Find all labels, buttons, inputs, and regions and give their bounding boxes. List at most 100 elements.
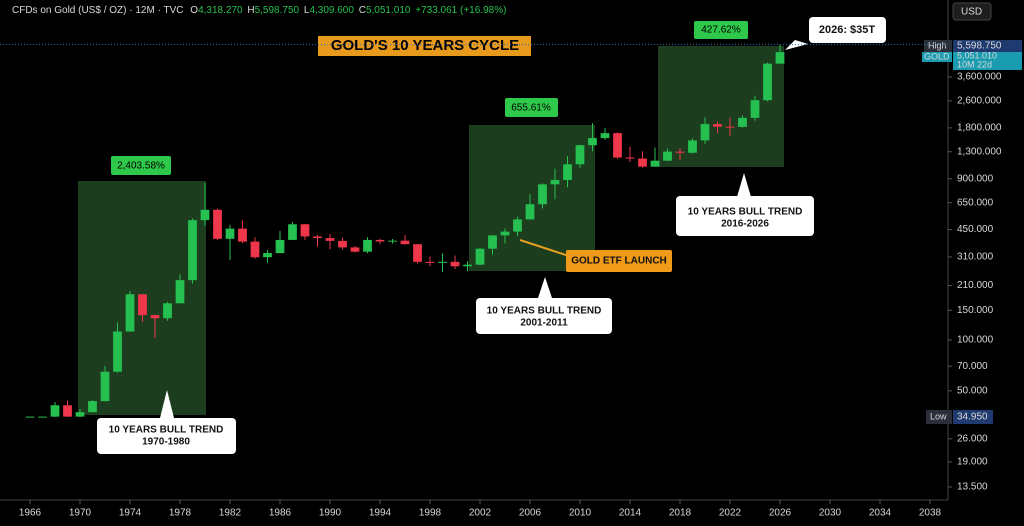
candle-body: [625, 157, 635, 159]
y-tick-label: 70.000: [957, 361, 988, 372]
candle: [500, 228, 510, 244]
candle-body: [175, 280, 185, 304]
y-tick-label: 100.000: [957, 335, 994, 346]
gain-label: 427.62%: [701, 25, 741, 36]
x-tick-label: 2018: [669, 508, 692, 519]
candle-body: [63, 405, 72, 417]
candle-body: [738, 117, 747, 127]
candle-body: [213, 209, 222, 239]
symbol-label: GOLD: [924, 51, 950, 61]
candle: [538, 183, 547, 209]
candle: [625, 146, 635, 162]
callout-title: 10 YEARS BULL TREND: [487, 306, 602, 317]
candle-body: [113, 331, 122, 372]
x-tick-label: 2006: [519, 508, 542, 519]
candle-body: [400, 240, 410, 245]
candle-body: [75, 412, 85, 417]
candle-body: [188, 220, 197, 281]
candle-body: [163, 303, 172, 319]
candle-body: [763, 63, 772, 101]
candle-body: [363, 239, 372, 252]
candle-body: [450, 261, 460, 267]
candle: [175, 274, 185, 304]
candle: [688, 138, 697, 154]
x-tick-label: 1966: [19, 508, 42, 519]
candle-body: [488, 235, 497, 249]
candle: [475, 248, 485, 265]
x-tick-label: 1970: [69, 508, 92, 519]
currency[interactable]: USD: [961, 7, 982, 18]
candle: [325, 233, 335, 250]
target-label: 2026: $35T: [819, 24, 876, 36]
candle-body: [575, 145, 585, 165]
candle-body: [775, 52, 785, 64]
candle-body: [550, 180, 560, 185]
callout-pointer: [160, 390, 174, 418]
candle: [400, 235, 410, 245]
candle-body: [275, 239, 285, 254]
candle: [613, 132, 622, 159]
candle-body: [613, 133, 622, 158]
candle: [88, 400, 97, 413]
y-tick-label: 13.500: [957, 482, 988, 493]
candle-body: [525, 204, 535, 220]
candle: [600, 128, 610, 140]
ohlc-value: 4,318.270: [198, 5, 243, 16]
candle: [25, 416, 35, 418]
candle: [63, 400, 72, 418]
candle: [338, 237, 347, 250]
callout-box: [476, 298, 612, 334]
candle: [150, 314, 160, 338]
y-tick-label: 650.000: [957, 197, 994, 208]
x-tick-label: 1974: [119, 508, 142, 519]
ohlc-value: 5,051.010: [366, 5, 411, 16]
candle-body: [688, 140, 697, 153]
candle-body: [600, 133, 610, 139]
callout-period: 2016-2026: [721, 219, 769, 230]
y-tick-label: 150.000: [957, 305, 994, 316]
candle-body: [375, 239, 385, 242]
candle: [638, 151, 647, 168]
change: +733.061 (+16.98%): [415, 5, 506, 16]
currency-box[interactable]: [952, 2, 992, 21]
candle-body: [463, 264, 472, 267]
last-value-box: [953, 52, 1022, 70]
candle-body: [288, 224, 297, 240]
target-pointer: [785, 40, 808, 50]
candle-body: [100, 371, 110, 402]
candle-body: [238, 228, 247, 242]
candle-body: [125, 294, 135, 332]
ohlc-value: 5,598.750: [255, 5, 300, 16]
candle-body: [750, 100, 760, 118]
y-tick-label: 3,600.000: [957, 72, 1002, 83]
y-tick-label: 1,800.000: [957, 123, 1002, 134]
candle-body: [250, 241, 260, 258]
gain-label: 2,403.58%: [117, 161, 165, 172]
callout-title: 10 YEARS BULL TREND: [109, 425, 224, 436]
candle: [713, 121, 722, 134]
chart-title: GOLD'S 10 YEARS CYCLE: [331, 37, 519, 54]
candle-body: [25, 416, 35, 418]
symbol-box: [922, 52, 952, 62]
candle: [375, 238, 385, 244]
candle-body: [538, 184, 547, 205]
candle-body: [325, 238, 335, 241]
y-tick-label: 450.000: [957, 224, 994, 235]
candle: [750, 95, 760, 121]
candle: [275, 230, 285, 254]
candle: [650, 147, 660, 167]
candle: [288, 221, 297, 241]
candle: [413, 244, 422, 264]
candle: [700, 117, 710, 144]
countdown: 10M 22d: [957, 59, 992, 69]
x-tick-label: 2038: [919, 508, 942, 519]
candle: [38, 416, 47, 418]
candle: [238, 220, 247, 244]
title-box: [318, 36, 531, 56]
high-label: High: [928, 40, 947, 50]
candle-body: [413, 244, 422, 262]
x-tick-label: 1994: [369, 508, 392, 519]
x-tick-label: 1986: [269, 508, 292, 519]
gain-label: 655.61%: [511, 103, 551, 114]
x-tick-label: 2010: [569, 508, 592, 519]
